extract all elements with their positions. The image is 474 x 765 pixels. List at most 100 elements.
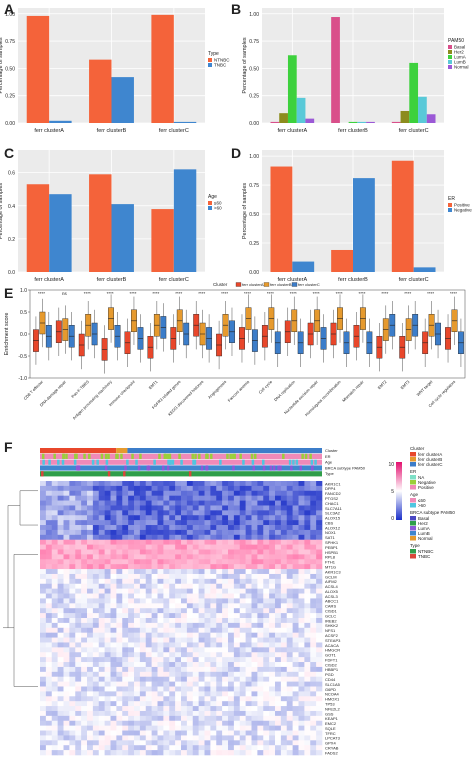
heatmap-cell bbox=[316, 598, 323, 604]
heatmap-cell bbox=[81, 573, 88, 580]
heatmap-cell bbox=[269, 505, 276, 511]
heatmap-cell bbox=[304, 608, 311, 614]
heatmap-cell bbox=[98, 691, 105, 697]
heatmap-cell bbox=[151, 525, 158, 531]
annotation-pam50-track-tick bbox=[299, 465, 303, 471]
heatmap-cell bbox=[169, 525, 176, 531]
heatmap-cell bbox=[116, 583, 123, 589]
heatmap-cell bbox=[204, 681, 211, 687]
heatmap-cell bbox=[257, 573, 264, 580]
heatmap-cell bbox=[75, 671, 82, 678]
heatmap-cell bbox=[304, 490, 311, 496]
heatmap-cell bbox=[204, 515, 211, 521]
heatmap-cell bbox=[269, 539, 276, 545]
heatmap-cell bbox=[175, 539, 182, 545]
heatmap-cell bbox=[275, 534, 282, 541]
heatmap-cell bbox=[87, 608, 94, 614]
heatmap-cell bbox=[116, 710, 123, 717]
heatmap-cell bbox=[110, 613, 117, 619]
heatmap-cell bbox=[40, 588, 47, 594]
heatmap-cell bbox=[222, 710, 229, 717]
heatmap-cell bbox=[228, 710, 235, 717]
panel-letter-A: A bbox=[4, 1, 14, 17]
heatmap-cell bbox=[51, 681, 58, 687]
heatmap-cell bbox=[110, 627, 117, 633]
heatmap-cell bbox=[251, 627, 258, 633]
heatmap-cell bbox=[57, 622, 64, 629]
heatmap-cell bbox=[98, 681, 105, 687]
heatmap-cell bbox=[87, 686, 94, 692]
heatmap-cell bbox=[40, 647, 47, 653]
heatmap-cell bbox=[134, 715, 141, 722]
heatmap-cell bbox=[169, 710, 176, 717]
heatmap-cell bbox=[245, 559, 252, 565]
heatmap-cell bbox=[92, 696, 100, 702]
heatmap-cell bbox=[98, 662, 105, 668]
heatmap-cell bbox=[110, 539, 117, 545]
heatmap-cell bbox=[163, 676, 170, 682]
heatmap-cell bbox=[69, 632, 76, 638]
heatmap-cell bbox=[87, 485, 94, 492]
heatmap-cell bbox=[245, 520, 252, 526]
heatmap-cell bbox=[116, 647, 123, 653]
heatmap-cell bbox=[169, 647, 176, 653]
heatmap-cell bbox=[169, 495, 176, 501]
heatmap-cell bbox=[222, 691, 229, 697]
heatmap-cell bbox=[45, 573, 53, 580]
heatmap-cell bbox=[286, 608, 293, 614]
heatmap-cell bbox=[139, 564, 147, 570]
heatmap-cell bbox=[92, 750, 100, 756]
heatmap-cell bbox=[192, 485, 199, 492]
heatmap-cell bbox=[69, 657, 76, 663]
heatmap-cell bbox=[157, 720, 164, 726]
heatmap-cell bbox=[51, 490, 58, 496]
heatmap-cell bbox=[192, 495, 199, 501]
legend-label-C: >60 bbox=[214, 206, 222, 211]
heatmap-cell bbox=[192, 706, 199, 712]
heatmap-cell bbox=[310, 515, 317, 521]
gene-label: ALOX5 bbox=[325, 589, 339, 594]
heatmap-cell bbox=[163, 735, 170, 741]
heatmap-cell bbox=[210, 657, 217, 663]
heatmap-cell bbox=[192, 490, 199, 496]
annotation-pam50-track-tick bbox=[104, 465, 108, 471]
heatmap-cell bbox=[239, 647, 246, 653]
heatmap-cell bbox=[216, 554, 223, 560]
heatmap-cell bbox=[186, 613, 194, 619]
heatmap-cell bbox=[292, 696, 299, 702]
heatmap-cell bbox=[128, 500, 135, 506]
heatmap-cell bbox=[228, 554, 235, 560]
heatmap-cell bbox=[222, 706, 229, 712]
heatmap-cell bbox=[151, 539, 158, 545]
heatmap-cell bbox=[128, 622, 135, 629]
heatmap-cell bbox=[316, 662, 323, 668]
heatmap-cell bbox=[251, 495, 258, 501]
gene-label: ALOX15 bbox=[325, 516, 341, 521]
heatmap-cell bbox=[280, 510, 288, 516]
heatmap-cell bbox=[251, 608, 258, 614]
heatmap-cell bbox=[128, 657, 135, 663]
heatmap-cell bbox=[45, 676, 53, 682]
legend-title-F: Cluster bbox=[410, 446, 425, 451]
heatmap-cell bbox=[63, 544, 70, 550]
heatmap-cell bbox=[280, 622, 288, 629]
panel-letter-D: D bbox=[231, 145, 241, 161]
heatmap-cell bbox=[292, 505, 299, 511]
heatmap-cell bbox=[122, 701, 129, 707]
heatmap-cell bbox=[139, 525, 147, 531]
heatmap-cell bbox=[75, 706, 82, 712]
heatmap-cell bbox=[198, 559, 205, 565]
heatmap-cell bbox=[169, 534, 176, 541]
heatmap-cell bbox=[134, 603, 141, 609]
heatmap-cell bbox=[298, 598, 305, 604]
heatmap-cell bbox=[98, 481, 105, 487]
heatmap-cell bbox=[98, 710, 105, 717]
heatmap-cell bbox=[233, 608, 241, 614]
heatmap-cell bbox=[222, 715, 229, 722]
heatmap-cell bbox=[116, 490, 123, 496]
heatmap-cell bbox=[128, 544, 135, 550]
heatmap-cell bbox=[139, 598, 147, 604]
heatmap-cell bbox=[81, 710, 88, 717]
heatmap-cell bbox=[81, 554, 88, 560]
heatmap-cell bbox=[163, 652, 170, 658]
